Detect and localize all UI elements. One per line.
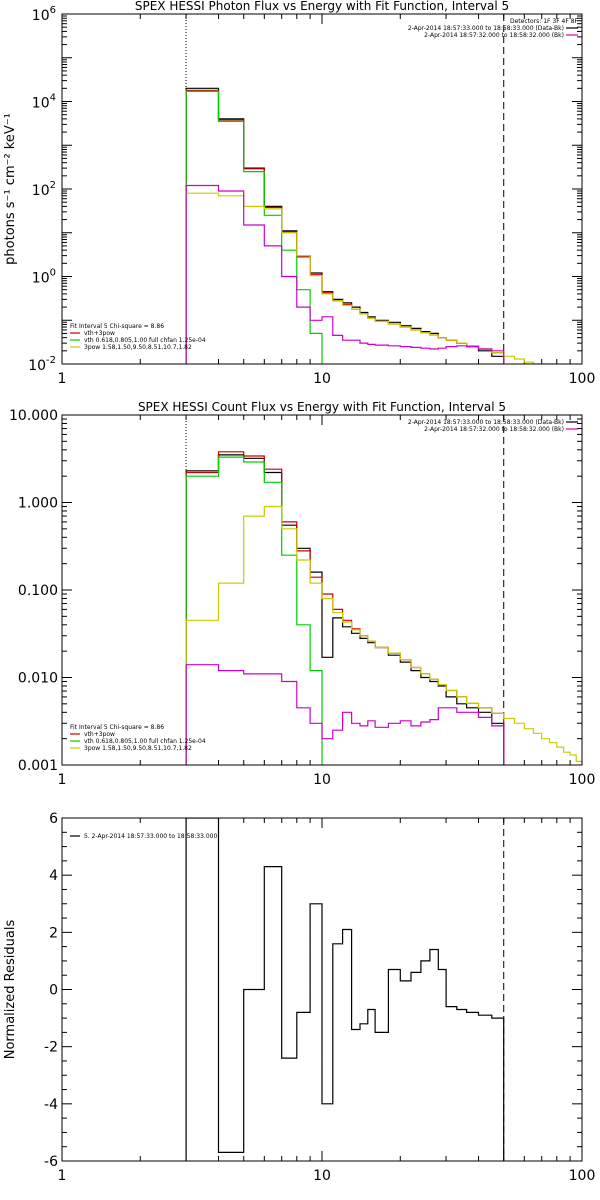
legend-entry-label: 2-Apr-2014 18:57:32.000 to 18:58:32.000 … <box>424 426 564 433</box>
x-tick-label: 10 <box>313 371 331 387</box>
x-tick-label: 10 <box>313 772 331 788</box>
y-tick-label-exponent: 2 <box>50 180 56 191</box>
legend-entry-label: 2-Apr-2014 18:57:33.000 to 18:58:33.000 … <box>408 25 564 32</box>
x-tick-label: 10 <box>313 1168 331 1184</box>
series-line-data-bk <box>185 454 505 765</box>
fit-legend-label: vth+3pow <box>84 330 115 337</box>
y-tick-label: 100 <box>32 268 56 287</box>
y-tick-label: 0.010 <box>18 671 58 687</box>
chart-panel-1: SPEX HESSI Photon Flux vs Energy with Fi… <box>3 0 595 387</box>
series-line-vth-3pow <box>185 451 505 765</box>
x-tick-label: 100 <box>569 371 596 387</box>
series-line-5 <box>185 818 505 1161</box>
y-tick-label-base: 10 <box>28 358 46 374</box>
x-tick-label: 100 <box>569 1168 596 1184</box>
legend-entry-label: 2-Apr-2014 18:57:32.000 to 18:58:32.000 … <box>424 32 564 39</box>
x-tick-label: 1 <box>58 371 67 387</box>
fit-legend-label: 3pow 1.58,1.50,9.50,8.51,10.7,1.82 <box>84 745 192 752</box>
series-line-3pow <box>185 192 557 364</box>
chart-panel-2: SPEX HESSI Count Flux vs Energy with Fit… <box>9 400 595 788</box>
y-tick-label-base: 10 <box>32 183 50 199</box>
y-axis-label: photons s⁻¹ cm⁻² keV⁻¹ <box>3 113 18 265</box>
chart-title: SPEX HESSI Count Flux vs Energy with Fit… <box>138 400 506 414</box>
series-group <box>185 451 582 765</box>
y-axis-label: Normalized Residuals <box>3 920 18 1060</box>
y-tick-label: 104 <box>32 93 56 112</box>
x-tick-label: 100 <box>569 772 596 788</box>
series-group <box>185 818 505 1161</box>
y-tick-label-exponent: 0 <box>50 268 56 279</box>
legend-entry-label: 2-Apr-2014 18:57:33.000 to 18:58:33.000 … <box>408 419 564 426</box>
y-tick-label-base: 10 <box>32 8 50 24</box>
y-tick-label: 0 <box>49 983 58 999</box>
legend-title: Detectors: 1F 3F 4F 8F <box>510 18 579 25</box>
y-tick-label-base: 10 <box>32 96 50 112</box>
series-line-bk <box>185 184 505 364</box>
fit-legend-label: vth+3pow <box>84 731 115 738</box>
fit-legend-label: vth 0.618,0.805,1.00 full chfan 1.25e-04 <box>84 337 206 344</box>
series-line-vth-3pow <box>185 89 505 364</box>
series-line-vth <box>185 90 323 364</box>
plot-frame <box>61 414 583 766</box>
y-tick-label: -4 <box>44 1097 58 1113</box>
fit-legend-title: Fit Interval 5 Chi-square = 8.86 <box>70 724 164 731</box>
series-line-3pow <box>185 505 582 765</box>
y-tick-label: 1.000 <box>18 496 58 512</box>
y-tick-label: 0.100 <box>18 583 58 599</box>
series-line-bk <box>185 664 505 765</box>
plot-frame <box>61 13 583 365</box>
chart-title: SPEX HESSI Photon Flux vs Energy with Fi… <box>135 0 509 13</box>
series-group <box>185 87 557 364</box>
series-line-vth <box>185 456 323 765</box>
x-tick-label: 1 <box>58 1168 67 1184</box>
y-tick-label: 2 <box>49 925 58 941</box>
series-line-data-bk <box>185 87 505 364</box>
y-tick-label: 102 <box>32 180 56 199</box>
fit-legend-title: Fit Interval 5 Chi-square = 8.86 <box>70 323 164 330</box>
y-tick-label: 10.000 <box>9 408 58 424</box>
y-tick-label: 0.001 <box>18 758 58 774</box>
y-tick-label-exponent: 6 <box>50 5 56 16</box>
fit-legend-label: 3pow 1.58,1.50,9.50,8.51,10.7,1.82 <box>84 344 192 351</box>
x-tick-label: 1 <box>58 772 67 788</box>
y-tick-label: -2 <box>44 1040 58 1056</box>
chart-panel-3: Normalized Residuals 1 10 100 -6 -4 -2 0 2 4 6 5. 2… <box>3 811 595 1184</box>
y-tick-label: 106 <box>32 5 56 24</box>
y-tick-label: -6 <box>44 1154 58 1170</box>
y-tick-label-exponent: -2 <box>46 355 56 366</box>
y-tick-label-exponent: 4 <box>50 93 56 104</box>
plot-frame <box>61 817 583 1162</box>
y-tick-label-base: 10 <box>32 271 50 287</box>
y-tick-label: 6 <box>49 811 58 827</box>
fit-legend-label: 5. 2-Apr-2014 18:57:33.000 to 18:58:33.0… <box>84 833 217 840</box>
fit-legend-label: vth 0.618,0.805,1.00 full chfan 1.25e-04 <box>84 738 206 745</box>
y-tick-label: 10-2 <box>28 355 56 374</box>
y-tick-label: 4 <box>49 868 58 884</box>
